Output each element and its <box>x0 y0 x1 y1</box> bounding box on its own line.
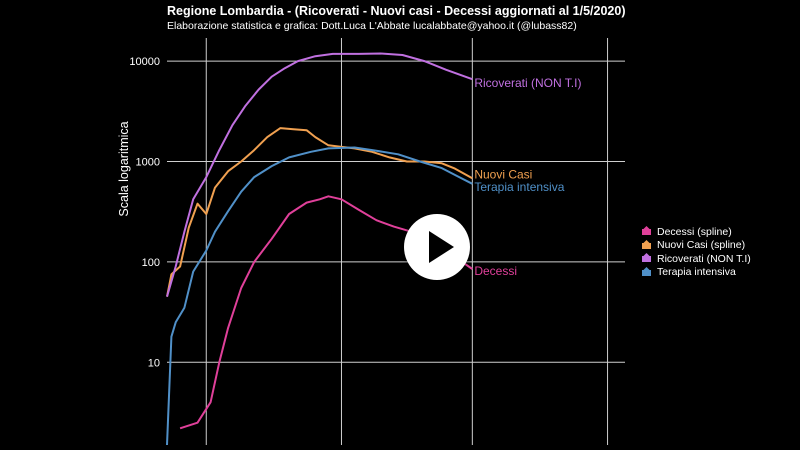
legend-key-icon <box>642 254 651 263</box>
legend-item: Ricoverati (NON T.I) <box>642 252 751 266</box>
legend-label: Ricoverati (NON T.I) <box>657 252 751 265</box>
legend-label: Terapia intensiva <box>657 266 736 279</box>
chart-legend: Decessi (spline) Nuovi Casi (spline) Ricov… <box>642 225 751 279</box>
series-end-label: Ricoverati (NON T.I) <box>474 76 581 90</box>
y-tick-label: 10000 <box>129 56 160 68</box>
legend-key-icon <box>642 241 651 250</box>
legend-item: Terapia intensiva <box>642 266 751 280</box>
legend-item: Decessi (spline) <box>642 225 751 239</box>
legend-label: Nuovi Casi (spline) <box>657 239 746 252</box>
chart-title: Regione Lombardia - (Ricoverati - Nuovi … <box>167 4 626 18</box>
play-icon <box>429 231 454 263</box>
series-line <box>166 52 473 297</box>
legend-label: Decessi (spline) <box>657 225 732 238</box>
legend-key-icon <box>642 268 651 277</box>
series-end-label: Nuovi Casi <box>474 167 532 181</box>
legend-item: Nuovi Casi (spline) <box>642 239 751 253</box>
chart-subtitle: Elaborazione statistica e grafica: Dott.… <box>167 20 577 32</box>
series-end-label: Terapia intensiva <box>474 180 564 194</box>
series-end-label: Decessi <box>474 264 517 278</box>
y-tick-label: 10 <box>148 357 160 369</box>
series-line <box>166 146 473 446</box>
y-axis-label: Scala logaritmica <box>117 121 131 216</box>
y-tick-label: 100 <box>142 257 160 269</box>
series-line <box>166 127 473 297</box>
y-tick-label: 1000 <box>136 157 160 169</box>
legend-key-icon <box>642 227 651 236</box>
play-button[interactable] <box>404 214 470 280</box>
